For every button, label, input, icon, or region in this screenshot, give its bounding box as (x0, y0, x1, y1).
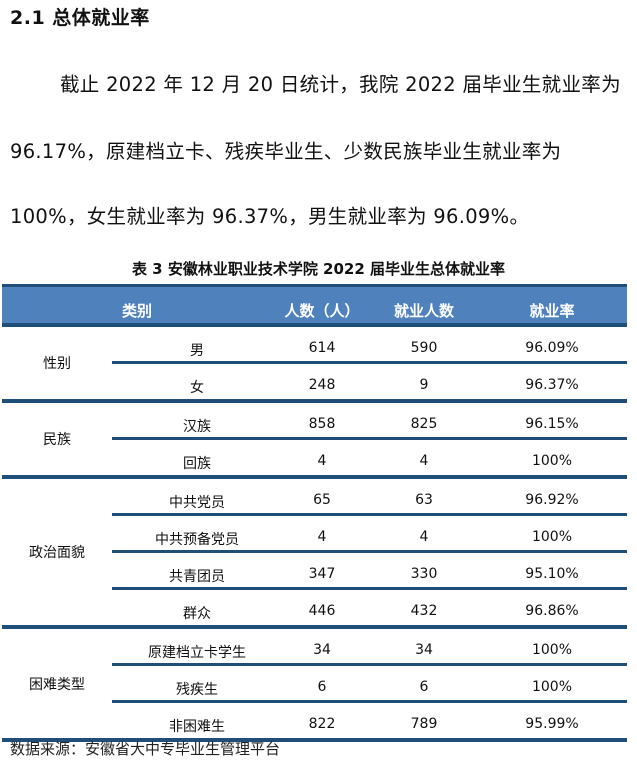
employment-rate-table: 类别 人数（人） 就业人数 就业率 性别 男 614 590 96.09% 女 … (2, 284, 627, 742)
cell-item: 共青团员 (169, 569, 225, 585)
table-row: 汉族 858 825 96.15% (112, 403, 627, 440)
cell-employed: 9 (419, 377, 429, 393)
group-label: 困难类型 (29, 676, 85, 693)
header-category: 类别 (121, 302, 153, 320)
table-caption: 表 3 安徽林业职业技术学院 2022 届毕业生总体就业率 (131, 260, 506, 278)
table-row: 女 248 9 96.37% (112, 364, 627, 399)
paragraph-line-3: 100%，女生就业率为 96.37%，男生就业率为 96.09%。 (10, 205, 530, 228)
table-row: 群众 446 432 96.86% (112, 590, 627, 625)
cell-count: 446 (308, 603, 336, 619)
table-row: 共青团员 347 330 95.10% (112, 553, 627, 590)
paragraph-line-2: 96.17%，原建档立卡、残疾毕业生、少数民族毕业生就业率为 (10, 140, 562, 163)
header-employed: 就业人数 (393, 302, 455, 320)
cell-item: 群众 (183, 606, 211, 622)
group-label: 政治面貌 (29, 545, 85, 561)
table-row: 中共党员 65 63 96.92% (112, 479, 627, 516)
table-header: 类别 人数（人） 就业人数 就业率 (2, 284, 627, 327)
cell-count: 822 (308, 716, 336, 732)
table-row: 回族 4 4 100% (112, 440, 627, 475)
cell-item: 非困难生 (169, 719, 225, 735)
table-row: 非困难生 822 789 95.99% (112, 703, 627, 738)
cell-employed: 34 (415, 642, 433, 658)
cell-item: 中共预备党员 (155, 532, 239, 548)
cell-rate: 95.99% (525, 716, 579, 732)
cell-item: 汉族 (183, 419, 211, 435)
paragraph-line-1: 截止 2022 年 12 月 20 日统计，我院 2022 届毕业生就业率为 (60, 73, 621, 96)
group-label: 民族 (43, 432, 71, 448)
cell-rate: 100% (531, 679, 573, 695)
cell-rate: 96.09% (525, 340, 579, 356)
cell-employed: 330 (410, 566, 438, 582)
cell-rate: 96.86% (525, 603, 579, 619)
header-rate: 就业率 (529, 302, 575, 320)
table-row: 残疾生 6 6 100% (112, 666, 627, 703)
cell-count: 6 (317, 679, 327, 695)
cell-rate: 100% (531, 453, 573, 469)
cell-rate: 96.15% (525, 416, 579, 432)
table-group-ethnicity: 民族 汉族 858 825 96.15% 回族 4 4 100% (2, 403, 627, 479)
cell-employed: 432 (410, 603, 438, 619)
cell-rate: 100% (531, 529, 573, 545)
cell-item: 残疾生 (176, 682, 218, 698)
cell-employed: 825 (410, 416, 438, 432)
cell-item: 女 (190, 380, 204, 396)
cell-count: 34 (313, 642, 331, 658)
cell-count: 248 (308, 377, 336, 393)
header-count: 人数（人） (284, 302, 360, 320)
cell-employed: 789 (410, 716, 438, 732)
cell-item: 中共党员 (169, 495, 225, 511)
cell-employed: 4 (419, 453, 429, 469)
table-group-gender: 性别 男 614 590 96.09% 女 248 9 96.37% (2, 327, 627, 403)
cell-employed: 6 (419, 679, 429, 695)
table-group-political-status: 政治面貌 中共党员 65 63 96.92% 中共预备党员 4 4 100% 共… (2, 479, 627, 629)
table-row: 原建档立卡学生 34 34 100% (112, 629, 627, 666)
cell-rate: 100% (531, 642, 573, 658)
table-group-hardship-type: 困难类型 原建档立卡学生 34 34 100% 残疾生 6 6 100% 非困难… (2, 629, 627, 742)
group-label: 性别 (43, 356, 71, 372)
table-row: 男 614 590 96.09% (112, 327, 627, 364)
section-heading: 2.1 总体就业率 (10, 7, 150, 29)
cell-item: 男 (190, 343, 204, 359)
cell-count: 65 (313, 492, 331, 508)
table-row: 中共预备党员 4 4 100% (112, 516, 627, 553)
cell-count: 858 (308, 416, 336, 432)
cell-employed: 590 (410, 340, 438, 356)
cell-rate: 96.37% (525, 377, 579, 393)
cell-count: 614 (308, 340, 336, 356)
cell-employed: 63 (415, 492, 433, 508)
cell-rate: 95.10% (525, 566, 579, 582)
cell-rate: 96.92% (525, 492, 579, 508)
cell-item: 回族 (183, 456, 211, 472)
cell-employed: 4 (419, 529, 429, 545)
cell-count: 4 (317, 529, 327, 545)
cell-count: 347 (308, 566, 336, 582)
cell-count: 4 (317, 453, 327, 469)
cell-item: 原建档立卡学生 (148, 645, 246, 661)
data-source-note: 数据来源：安徽省大中专毕业生管理平台 (10, 740, 281, 758)
